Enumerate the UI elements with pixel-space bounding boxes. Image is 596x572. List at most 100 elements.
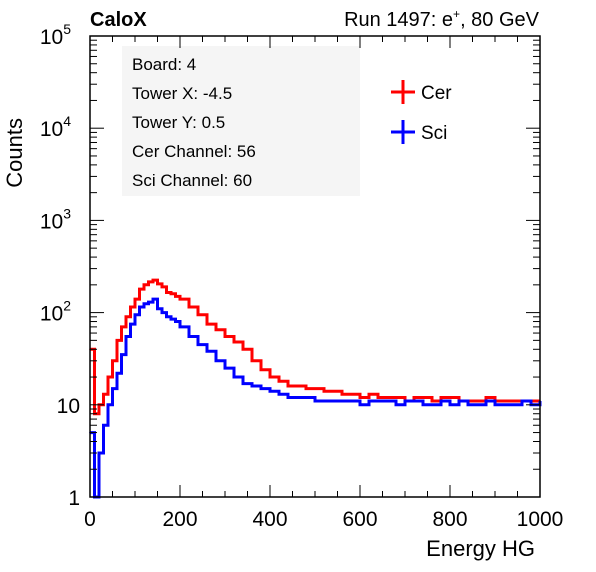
series-sci-point <box>467 404 469 406</box>
x-tick-label: 200 <box>162 508 197 531</box>
series-cer-point <box>314 387 316 390</box>
series-sci-point <box>111 387 114 390</box>
series-sci-point <box>449 404 451 406</box>
series-cer-point <box>485 396 487 399</box>
series-sci-point <box>174 320 177 323</box>
x-tick-label: 0 <box>84 508 96 531</box>
series-sci-point <box>197 343 199 346</box>
series-sci-point <box>224 367 226 369</box>
series-cer-point <box>116 339 118 342</box>
series-sci-point <box>287 396 289 399</box>
series-cer-point <box>206 323 208 325</box>
series-sci-point <box>494 404 496 406</box>
series-sci-point <box>305 396 307 399</box>
series-cer-point <box>359 396 361 399</box>
series-cer-point <box>215 329 217 331</box>
series-sci-point <box>323 400 325 402</box>
y-tick-label: 103 <box>40 205 71 233</box>
series-cer-point <box>156 283 159 285</box>
series-sci-point <box>233 376 235 378</box>
info-box <box>122 46 360 196</box>
series-cer-point <box>179 298 181 300</box>
series-cer-point <box>305 387 307 390</box>
series-sci-point <box>260 387 262 390</box>
series-cer-point <box>197 313 199 316</box>
series-sci-point <box>152 298 154 300</box>
info-line: Tower X: -4.5 <box>132 84 232 103</box>
info-line: Cer Channel: 56 <box>132 142 256 161</box>
series-cer-point <box>107 376 109 378</box>
plot-frame <box>89 35 541 498</box>
series-sci-point <box>377 400 379 402</box>
series-sci-point <box>129 323 132 325</box>
series-cer-point <box>422 396 424 399</box>
series-cer-point <box>377 396 379 399</box>
series-sci-point <box>188 335 190 338</box>
series-sci-point <box>206 350 208 353</box>
series-cer-point <box>111 360 114 362</box>
series-sci-point <box>147 301 150 303</box>
series-cer-point <box>341 393 343 396</box>
run-label: Run 1497: e+, 80 GeV <box>344 7 540 31</box>
series-cer-point <box>102 393 105 396</box>
series-sci-point <box>395 404 397 406</box>
series-cer-point <box>152 279 154 281</box>
series-sci-point <box>278 393 280 396</box>
series-cer-point <box>269 376 271 378</box>
series-sci-point <box>476 404 478 406</box>
series-sci-point <box>350 400 352 402</box>
series-cer-point <box>287 385 289 387</box>
series-cer-point <box>503 400 505 402</box>
series-cer-point <box>386 396 388 399</box>
y-tick-label: 105 <box>40 21 71 49</box>
series-sci-point <box>404 400 406 402</box>
legend: Cer Sci <box>391 80 452 144</box>
series-cer-point <box>395 396 397 399</box>
series-sci-point <box>242 382 244 385</box>
series-sci-point <box>215 360 217 362</box>
series-sci-point <box>269 390 271 393</box>
y-axis-title: Counts <box>2 118 27 188</box>
series-sci-point <box>431 404 433 406</box>
series-cer-point <box>147 281 150 283</box>
series-cer-point <box>224 335 226 338</box>
series-sci-point <box>485 400 487 402</box>
series-sci-point <box>107 404 109 406</box>
series-sci-point <box>314 400 316 402</box>
x-axis-title: Energy HG <box>426 536 535 561</box>
series-cer-point <box>449 396 451 399</box>
series-cer-point <box>260 368 262 371</box>
series-sci-point <box>179 326 181 328</box>
series-sci-point <box>170 318 172 320</box>
series-cer-point <box>161 286 163 288</box>
series-cer-point <box>413 396 415 399</box>
ticks-layer: 0 200 400 600 800 1000 1 10 102 103 104 105 <box>40 21 564 531</box>
series-cer-point <box>332 390 334 393</box>
series-sci-point <box>521 400 523 402</box>
series-cer-point <box>368 393 370 396</box>
series-sci-point <box>116 372 118 375</box>
series-cer-point <box>233 341 235 343</box>
x-tick-label: 400 <box>252 508 287 531</box>
x-tick-label: 800 <box>432 508 467 531</box>
series-sci-point <box>458 400 460 402</box>
series-sci-point <box>440 400 442 402</box>
series-cer-line <box>90 278 540 416</box>
series-cer-point <box>431 400 433 402</box>
legend-sci-label: Sci <box>421 123 447 144</box>
legend-cer-label: Cer <box>421 83 452 104</box>
series-sci-point <box>413 400 415 402</box>
series-sci-point <box>512 404 514 406</box>
series-layer <box>89 278 542 499</box>
series-cer-point <box>440 396 442 399</box>
y-tick-label: 104 <box>40 113 71 141</box>
series-sci-point <box>251 385 253 387</box>
series-sci-point <box>98 452 100 454</box>
series-sci-point <box>296 396 298 399</box>
experiment-label: CaloX <box>90 9 147 31</box>
series-sci-point <box>341 400 343 402</box>
series-cer-point <box>278 380 280 383</box>
series-cer-point <box>350 393 352 396</box>
x-tick-label: 600 <box>342 508 377 531</box>
series-cer-point <box>165 291 168 294</box>
